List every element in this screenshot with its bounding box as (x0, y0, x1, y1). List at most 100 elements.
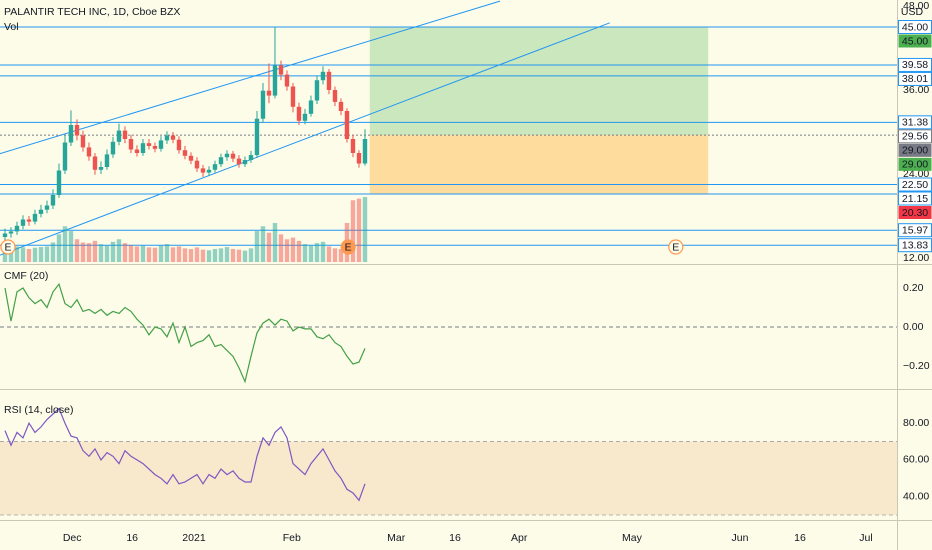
volume-bar (272, 223, 278, 262)
volume-bar (320, 241, 326, 262)
y-tick-label: 40.00 (903, 490, 929, 502)
candle-body (80, 135, 86, 148)
volume-bar (116, 239, 122, 262)
volume-bar (74, 239, 80, 262)
level-label: 21.15 (902, 193, 928, 205)
candle-body (182, 150, 188, 156)
volume-bar (56, 234, 62, 262)
candle-body (2, 233, 8, 237)
volume-bar (152, 247, 158, 262)
candle-body (134, 149, 140, 153)
volume-bar (98, 244, 104, 262)
candle-body (170, 135, 176, 140)
candle-body (254, 118, 260, 156)
volume-bar (134, 246, 140, 262)
position-stop-zone (369, 135, 709, 194)
y-tick-label: −0.20 (903, 360, 930, 372)
volume-bar (92, 240, 98, 262)
candle-body (152, 146, 158, 149)
price-badge (898, 34, 932, 48)
earnings-marker (340, 239, 356, 255)
volume-bar (44, 246, 50, 262)
candle-body (224, 153, 230, 158)
candle-body (104, 154, 110, 167)
earnings-label: E (4, 241, 11, 253)
candle-body (68, 125, 74, 143)
trend-line (0, 22, 610, 256)
symbol-title: PALANTIR TECH INC, 1D, Cboe BZX (4, 6, 180, 18)
price-badge (898, 157, 932, 171)
level-label: 31.38 (902, 117, 928, 129)
volume-bar (176, 246, 182, 262)
candle-body (344, 111, 350, 139)
candle-body (242, 160, 248, 165)
candle-body (122, 130, 128, 139)
volume-bar (248, 248, 254, 262)
candle-body (278, 65, 284, 75)
price-badge-label: 29.00 (902, 145, 928, 157)
earnings-label: E (672, 241, 679, 253)
price-badge-label: 20.30 (902, 207, 928, 219)
price-badge-label: 29.00 (902, 159, 928, 171)
candle-body (200, 168, 206, 173)
volume-bar (350, 200, 356, 262)
volume-bar (182, 248, 188, 262)
candle-body (86, 147, 92, 157)
candle-body (26, 219, 32, 222)
candle-body (206, 169, 212, 173)
y-tick-label: 48.00 (903, 0, 929, 12)
candle-body (290, 86, 296, 107)
y-tick-label: 0.00 (903, 321, 924, 333)
candle-body (350, 139, 356, 153)
candle-body (38, 209, 44, 214)
volume-bar (194, 247, 200, 262)
earnings-label: E (345, 241, 352, 253)
candle-body (338, 101, 344, 111)
level-label: 15.97 (902, 224, 928, 236)
volume-bar (302, 244, 308, 262)
volume-bar (110, 241, 116, 262)
x-tick-label: 2021 (182, 532, 206, 544)
cmf-line (4, 282, 366, 384)
volume-bar (104, 245, 110, 262)
volume-bar (254, 231, 260, 262)
x-tick-label: Feb (283, 532, 301, 544)
candle-body (92, 156, 98, 170)
candle-body (110, 141, 116, 155)
volume-bar (38, 247, 44, 262)
volume-bar (290, 237, 296, 262)
volume-bar (170, 247, 176, 262)
volume-bar (20, 247, 26, 262)
volume-bar (164, 244, 170, 262)
candle-body (218, 157, 224, 165)
volume-bar (362, 197, 368, 262)
candle-body (98, 167, 104, 170)
x-tick-label: Dec (63, 532, 82, 544)
volume-bar (50, 242, 56, 262)
candle-body (272, 65, 278, 96)
price-badge (898, 206, 932, 219)
volume-bar (200, 249, 206, 262)
x-tick-label: Jul (859, 532, 872, 544)
candle-body (164, 135, 170, 141)
price-badge-label: 45.00 (902, 35, 928, 47)
x-tick-label: 16 (449, 532, 461, 544)
x-tick-label: Apr (511, 532, 528, 544)
volume-bar (206, 250, 212, 262)
level-label: 38.01 (902, 73, 928, 85)
candle-body (20, 219, 26, 226)
candle-body (140, 143, 146, 153)
volume-bar (218, 248, 224, 262)
volume-bar (122, 243, 128, 262)
price-badge (898, 143, 932, 157)
volume-bar (326, 246, 332, 262)
volume-bar (158, 245, 164, 262)
level-label: 13.83 (902, 239, 928, 251)
candle-body (296, 106, 302, 121)
level-label: 39.58 (902, 59, 928, 71)
x-tick-label: 16 (126, 532, 138, 544)
x-tick-label: 16 (794, 532, 806, 544)
candle-body (32, 213, 38, 222)
